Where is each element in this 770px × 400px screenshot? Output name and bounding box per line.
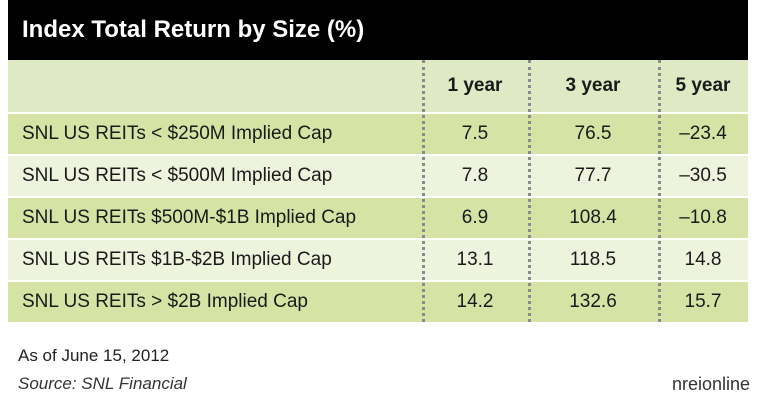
value-5-year: –23.4 xyxy=(679,123,727,144)
value-5-year: –10.8 xyxy=(679,207,727,228)
table-row: SNL US REITs < $500M Implied Cap 7.8 77.… xyxy=(8,154,748,196)
row-label: SNL US REITs < $500M Implied Cap xyxy=(22,165,333,186)
value-1-year: 6.9 xyxy=(461,207,489,228)
header-cell-1-year: 1 year xyxy=(447,75,503,96)
value-3-year: 108.4 xyxy=(569,207,617,228)
row-label: SNL US REITs > $2B Implied Cap xyxy=(22,291,309,312)
value-3-year: 76.5 xyxy=(574,123,612,144)
value-1-year: 14.2 xyxy=(456,291,494,312)
table-row: SNL US REITs > $2B Implied Cap 14.2 132.… xyxy=(8,280,748,322)
column-divider xyxy=(422,60,425,322)
value-3-year: 77.7 xyxy=(574,165,612,186)
header-cell-5-year: 5 year xyxy=(675,75,731,96)
row-label: SNL US REITs $1B-$2B Implied Cap xyxy=(22,249,332,270)
row-label: SNL US REITs < $250M Implied Cap xyxy=(22,123,333,144)
table-row: SNL US REITs < $250M Implied Cap 7.5 76.… xyxy=(8,112,748,154)
value-5-year: 14.8 xyxy=(684,249,722,270)
column-divider xyxy=(528,60,531,322)
value-1-year: 7.5 xyxy=(461,123,489,144)
chart-title: Index Total Return by Size (%) xyxy=(8,0,748,60)
returns-table: 1 year 3 year 5 year SNL US REITs < $250… xyxy=(8,60,748,322)
table-header-row: 1 year 3 year 5 year xyxy=(8,60,748,112)
date-note: As of June 15, 2012 xyxy=(18,346,170,365)
value-3-year: 118.5 xyxy=(569,249,617,270)
brand-logo: nreionline xyxy=(671,374,750,394)
table-row: SNL US REITs $500M-$1B Implied Cap 6.9 1… xyxy=(8,196,748,238)
value-5-year: 15.7 xyxy=(684,291,722,312)
header-cell-3-year: 3 year xyxy=(565,75,621,96)
value-1-year: 7.8 xyxy=(461,165,489,186)
row-label: SNL US REITs $500M-$1B Implied Cap xyxy=(22,207,357,228)
value-5-year: –30.5 xyxy=(679,165,727,186)
table-row: SNL US REITs $1B-$2B Implied Cap 13.1 11… xyxy=(8,238,748,280)
value-1-year: 13.1 xyxy=(456,249,494,270)
value-3-year: 132.6 xyxy=(569,291,617,312)
source-note: Source: SNL Financial xyxy=(18,374,187,393)
column-divider xyxy=(658,60,661,322)
